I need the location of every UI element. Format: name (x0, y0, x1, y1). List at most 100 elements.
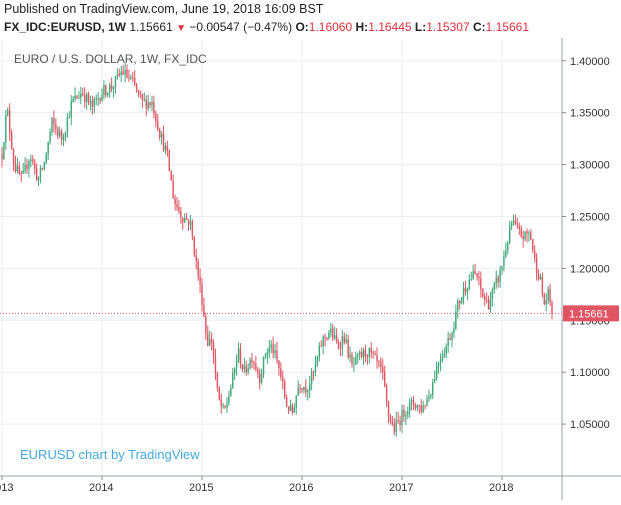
price-axis[interactable]: 1.050001.100001.150001.200001.250001.300… (561, 38, 619, 500)
candle-up (233, 367, 236, 373)
candle-down (220, 399, 222, 406)
candle-up (466, 288, 469, 292)
candle-down (537, 273, 540, 280)
candle-up (226, 402, 228, 408)
candle-down (33, 161, 36, 169)
candle-down (474, 271, 476, 274)
candle-up (124, 69, 126, 75)
candle-down (464, 288, 467, 292)
candle-down (126, 69, 128, 78)
candle-down (214, 356, 217, 374)
candle-down (157, 121, 159, 130)
close-value: 1.15661 (485, 20, 530, 34)
candle-down (543, 294, 546, 305)
candle-up (510, 222, 513, 226)
candle-up (447, 338, 449, 346)
candle-down (218, 387, 221, 400)
candle-up (395, 420, 397, 433)
candle-down (128, 77, 130, 79)
candle-up (264, 355, 267, 357)
candle-down (158, 129, 161, 138)
candle-up (439, 360, 442, 363)
candle-down (301, 388, 303, 390)
x-tick-label: 2018 (489, 482, 513, 494)
candle-down (276, 350, 278, 361)
candle-down (372, 352, 374, 354)
candle-up (43, 162, 46, 170)
candle-down (424, 405, 426, 407)
candle-up (433, 378, 436, 382)
candle-down (201, 284, 203, 306)
candle-up (501, 266, 503, 270)
candle-up (147, 102, 149, 109)
candle-down (32, 159, 34, 162)
price-chart[interactable]: EURO / U.S. DOLLAR, 1W, FX_IDC EURUSD cha… (0, 38, 621, 500)
x-tick-label: 2017 (389, 482, 413, 494)
symbol-name[interactable]: FX_IDC:EURUSD, 1W (4, 20, 127, 34)
candle-up (457, 301, 459, 312)
candle-down (8, 110, 11, 133)
candle-up (112, 87, 115, 90)
low-label: L: (414, 20, 427, 34)
candle-up (491, 289, 494, 300)
candle-down (335, 335, 338, 342)
time-axis[interactable]: 2013 2014 2015 2016 2017 2018 (0, 475, 621, 494)
candle-down (343, 336, 346, 343)
candle-down (35, 168, 38, 181)
candle-down (549, 288, 551, 303)
candle-up (160, 133, 163, 138)
candle-up (247, 367, 249, 373)
chart-container[interactable]: EURO / U.S. DOLLAR, 1W, FX_IDC EURUSD cha… (0, 38, 621, 500)
candle-down (82, 93, 84, 96)
candle-up (462, 288, 465, 298)
candle-down (347, 339, 349, 358)
candle-down (251, 359, 253, 363)
candle-up (293, 407, 296, 413)
candle-up (314, 363, 317, 372)
candle-down (518, 225, 521, 229)
candle-up (512, 220, 515, 223)
candle-down (145, 99, 147, 109)
candle-down (10, 132, 13, 150)
candle-down (449, 338, 451, 341)
down-arrow-icon: ▼ (176, 23, 186, 34)
candle-down (399, 420, 401, 425)
candle-down (526, 231, 528, 234)
candle-down (76, 95, 78, 99)
candle-up (107, 93, 109, 96)
candle-up (47, 142, 49, 154)
candle-up (545, 300, 547, 305)
candle-down (176, 204, 178, 208)
candle-up (407, 411, 409, 415)
candle-up (303, 386, 305, 390)
candle-up (268, 347, 271, 352)
candle-down (153, 101, 155, 115)
last-price: 1.15661 (129, 20, 173, 34)
candle-up (3, 142, 5, 160)
candle-down (291, 405, 294, 413)
candle-up (322, 336, 324, 347)
open-label: O: (295, 20, 309, 34)
grid-lines (0, 40, 562, 476)
candle-down (20, 173, 22, 175)
candles (1, 62, 553, 437)
candle-up (328, 332, 330, 339)
candle-up (308, 384, 311, 391)
candle-up (316, 357, 319, 364)
candle-down (110, 85, 113, 90)
candle-up (37, 177, 40, 181)
candle-down (199, 276, 201, 285)
candle-down (497, 277, 499, 283)
candle-down (389, 416, 392, 422)
candle-down (285, 397, 288, 407)
open-value: 1.16060 (308, 20, 353, 34)
candle-down (366, 356, 369, 358)
candle-up (345, 339, 347, 343)
candle-up (232, 372, 234, 388)
candle-up (249, 359, 251, 368)
chart-title: EURO / U.S. DOLLAR, 1W, FX_IDC (14, 52, 207, 66)
candle-down (280, 368, 282, 378)
candle-up (460, 297, 463, 304)
candle-up (357, 354, 359, 357)
candle-down (195, 255, 197, 261)
